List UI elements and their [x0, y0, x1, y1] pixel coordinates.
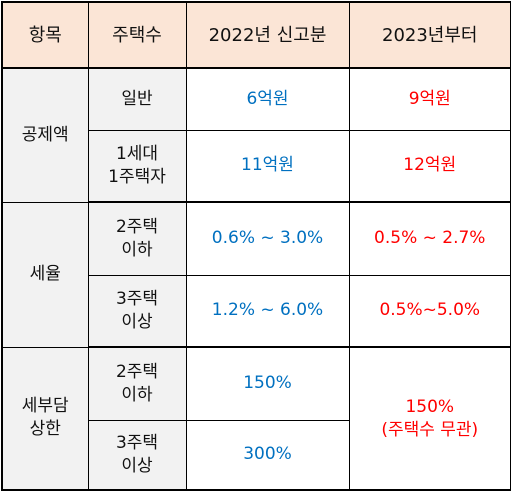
value-2022: 150%: [185, 346, 350, 421]
table-row: 공제액 일반 6억원 9억원: [1, 67, 511, 203]
category-tax-rate: 세율: [1, 201, 89, 348]
value-2022: 11억원: [185, 129, 350, 203]
table-row: 세부담 상한 2주택 이하 150% 150% (주택수 무관): [1, 346, 511, 491]
sub-label: 3주택 이상: [87, 274, 187, 348]
value-2023-merged: 150% (주택수 무관): [348, 346, 511, 491]
value-2023: 12억원: [348, 129, 511, 203]
value-2023: 9억원: [348, 67, 511, 131]
value-2023: 0.5%~5.0%: [348, 274, 511, 348]
category-deduction: 공제액: [1, 67, 89, 203]
table-row: 1세대 1주택자 11억원 12억원: [2, 129, 511, 203]
sub-label: 2주택 이하: [87, 346, 187, 421]
header-row: 항목 주택수 2022년 신고분 2023년부터: [1, 1, 511, 69]
value-2023: 0.5% ~ 2.7%: [348, 201, 511, 276]
header-item: 항목: [1, 1, 89, 69]
sub-label: 일반: [87, 67, 187, 131]
value-2022: 300%: [185, 419, 350, 491]
value-2022: 0.6% ~ 3.0%: [185, 201, 350, 276]
header-2022: 2022년 신고분: [185, 1, 350, 69]
sub-label: 2주택 이하: [87, 201, 187, 276]
category-burden-cap: 세부담 상한: [1, 346, 89, 491]
value-2022: 6억원: [185, 67, 350, 131]
header-house-count: 주택수: [87, 1, 187, 69]
table-row: 세율 2주택 이하 0.6% ~ 3.0% 0.5% ~ 2.7%: [1, 201, 511, 348]
table-row: 3주택 이상 1.2% ~ 6.0% 0.5%~5.0%: [2, 274, 511, 348]
table-row: 3주택 이상 300%: [2, 419, 511, 491]
value-2022: 1.2% ~ 6.0%: [185, 274, 350, 348]
sub-label: 1세대 1주택자: [87, 129, 187, 203]
header-2023: 2023년부터: [348, 1, 511, 69]
sub-label: 3주택 이상: [87, 419, 187, 491]
